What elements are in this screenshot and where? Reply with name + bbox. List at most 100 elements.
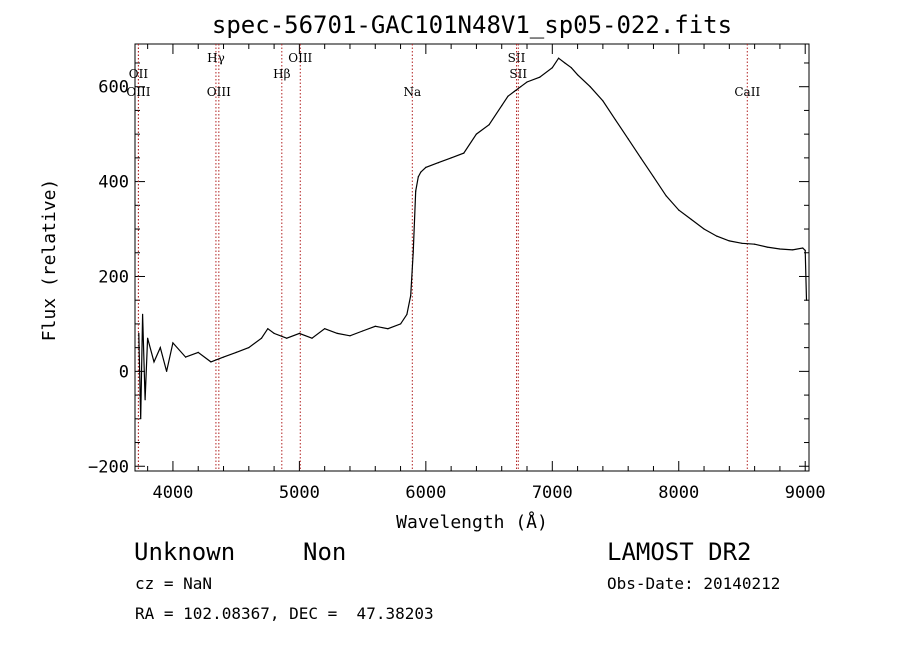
- line-marker-label: OIII: [288, 51, 312, 65]
- spectrum-point: [779, 248, 781, 250]
- y-tick-label: 200: [98, 267, 129, 287]
- spectrum-point: [526, 81, 528, 83]
- spectrum-point: [311, 337, 313, 339]
- spectrum-point: [147, 337, 149, 339]
- spectrum-point: [410, 294, 412, 297]
- spectrum-point: [400, 323, 402, 325]
- line-marker-label: CaII: [734, 85, 760, 99]
- line-marker-label: SII: [509, 67, 527, 81]
- spectrum-point: [248, 347, 250, 349]
- spectrum-point: [197, 351, 199, 353]
- spectrum-point: [602, 100, 604, 102]
- obs-date-label: Obs-Date: 20140212: [607, 574, 781, 593]
- spectrum-point: [802, 247, 804, 249]
- spectrum-point: [564, 62, 566, 64]
- line-marker-label: OIII: [207, 85, 231, 99]
- spectrum-point: [690, 218, 693, 221]
- spectrum-point: [172, 342, 174, 344]
- spectrum-point: [792, 249, 794, 251]
- line-marker-label: OIII: [126, 85, 150, 99]
- spectrum-point: [804, 249, 806, 251]
- spectrum-point: [387, 328, 389, 330]
- spectrum-point: [589, 86, 591, 88]
- spectrum-point: [539, 76, 541, 78]
- line-marker-label: Hβ: [273, 67, 290, 81]
- y-axis-label: Flux (relative): [39, 179, 60, 342]
- spectrum-point: [741, 242, 743, 244]
- spectrum-point: [488, 124, 490, 126]
- spectrum-point: [267, 328, 269, 330]
- y-tick-label: −200: [88, 457, 129, 477]
- spectrum-point: [417, 176, 419, 178]
- spectrum-point: [551, 67, 553, 69]
- spectrum-point: [210, 361, 212, 363]
- spectrum-point: [463, 152, 465, 154]
- spectrum-point: [728, 240, 730, 242]
- spectrum-point: [298, 332, 300, 334]
- line-marker-label: Na: [403, 85, 421, 99]
- spectrum-point: [159, 347, 161, 349]
- x-tick-label: 7000: [532, 483, 573, 503]
- spectrum-point: [142, 313, 144, 315]
- spectrum-point: [222, 356, 225, 358]
- class-label: Unknown: [134, 538, 236, 566]
- spectrum-point: [273, 332, 275, 334]
- survey-label: LAMOST DR2: [607, 538, 752, 566]
- y-tick-label: 400: [98, 173, 129, 193]
- spectrum-point: [640, 157, 642, 159]
- spectrum-point: [286, 337, 288, 339]
- line-marker-label: Hγ: [207, 51, 225, 65]
- x-axis-label: Wavelength (Å): [396, 511, 548, 533]
- spectrum-point: [614, 119, 617, 121]
- spectrum-point: [425, 166, 427, 168]
- spectrum-point: [558, 57, 560, 59]
- coords-label: RA = 102.08367, DEC = 47.38203: [135, 604, 434, 623]
- spectrum-point: [570, 67, 572, 69]
- spectrum-point: [260, 337, 263, 339]
- spectrum-point: [166, 370, 168, 372]
- spectrum-point: [716, 235, 718, 237]
- spectrum-point: [185, 356, 187, 358]
- spectrum-point: [507, 95, 509, 97]
- spectrum-point: [754, 243, 756, 245]
- spectrum-point: [501, 105, 503, 107]
- spectrum-point: [652, 176, 655, 178]
- y-tick-label: 600: [98, 78, 129, 98]
- spectrum-point: [420, 171, 422, 173]
- spectrum-point: [520, 86, 522, 88]
- line-marker-label: SII: [508, 51, 526, 65]
- x-tick-label: 8000: [658, 483, 699, 503]
- x-tick-label: 4000: [152, 483, 193, 503]
- spectrum-point: [766, 246, 768, 248]
- spectrum-point: [140, 418, 142, 420]
- spectrum-point: [450, 157, 452, 159]
- cz-label: cz = NaN: [135, 574, 213, 593]
- spectrum-point: [627, 138, 629, 140]
- spectrum-point: [138, 332, 140, 334]
- x-tick-label: 5000: [279, 483, 320, 503]
- spectrum-point: [703, 228, 705, 230]
- y-tick-label: 0: [119, 362, 129, 382]
- spectrum-point: [412, 252, 414, 254]
- subclass-label: Non: [303, 538, 347, 566]
- spectrum-point: [144, 399, 146, 401]
- spectrum-point: [805, 299, 808, 301]
- line-marker-label: OII: [129, 67, 149, 81]
- plot-area: 4000 5000 6000 7000 8000 9000−2000200400600OI…: [88, 43, 826, 503]
- spectrum-point: [374, 325, 376, 327]
- spectrum-point: [336, 332, 338, 334]
- spectrum-point: [235, 351, 237, 353]
- plot-frame: [134, 43, 810, 472]
- x-tick-label: 6000: [405, 483, 446, 503]
- spectrum-point: [324, 328, 326, 330]
- spectrum-point: [362, 330, 364, 332]
- spectrum-point: [665, 195, 667, 197]
- spectrum-point: [678, 209, 680, 211]
- spectrum-point: [415, 190, 417, 192]
- spectrum-line: [138, 57, 808, 419]
- spectrum-point: [406, 313, 408, 315]
- x-tick-label: 9000: [785, 483, 826, 503]
- spectrum-point: [513, 90, 516, 92]
- chart-title: spec-56701-GAC101N48V1_sp05-022.fits: [212, 11, 732, 39]
